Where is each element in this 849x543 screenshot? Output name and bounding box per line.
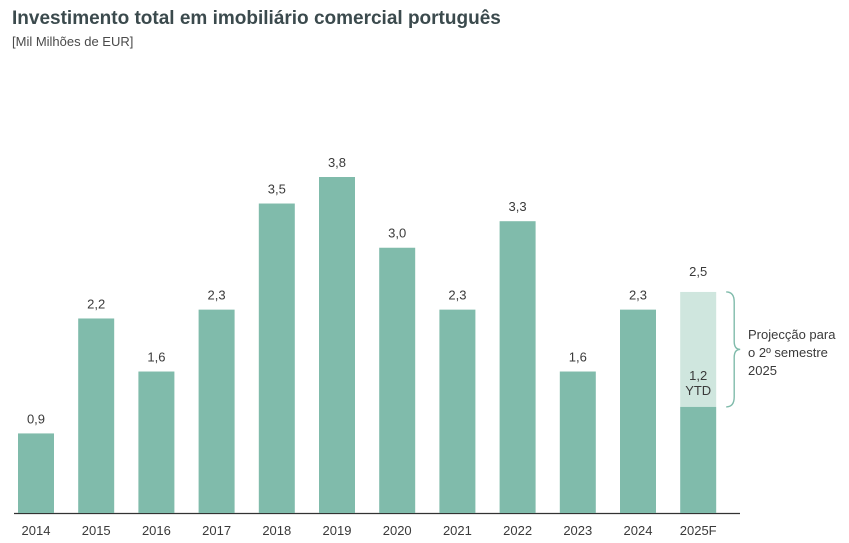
bar-2025F [680, 406, 717, 513]
x-tick-label-2019: 2019 [323, 523, 352, 538]
bar-2023 [559, 371, 596, 513]
x-tick-label-2015: 2015 [82, 523, 111, 538]
data-label-2017: 2,3 [208, 288, 226, 303]
x-tick-label-2024: 2024 [624, 523, 653, 538]
data-label-2018: 3,5 [268, 182, 286, 197]
x-tick-label-2023: 2023 [563, 523, 592, 538]
data-label-2019: 3,8 [328, 155, 346, 170]
data-label-ytd-2025F: YTD [685, 383, 711, 398]
data-label-2020: 3,0 [388, 226, 406, 241]
data-label-total-2025F: 2,5 [689, 264, 707, 279]
projection-annotation-line-2: o 2º semestre [748, 345, 828, 360]
x-tick-label-2020: 2020 [383, 523, 412, 538]
projection-annotation-line-3: 2025 [748, 363, 777, 378]
data-label-2015: 2,2 [87, 296, 105, 311]
data-label-2024: 2,3 [629, 288, 647, 303]
x-tick-label-2025F: 2025F [680, 523, 717, 538]
bar-2024 [620, 309, 656, 513]
data-label-2016: 1,6 [147, 350, 165, 365]
data-label-2021: 2,3 [448, 288, 466, 303]
bar-2016 [138, 371, 175, 513]
projection-brace [726, 291, 741, 408]
chart-subtitle: [Mil Milhões de EUR] [12, 34, 134, 49]
bar-2018 [258, 203, 295, 514]
x-tick-label-2016: 2016 [142, 523, 171, 538]
data-label-2014: 0,9 [27, 411, 45, 426]
bar-2022 [499, 221, 536, 514]
bar-2019 [319, 177, 355, 513]
data-label-2022: 3,3 [509, 199, 527, 214]
data-label-2023: 1,6 [569, 350, 587, 365]
projection-annotation-line-1: Projecção para [748, 327, 836, 342]
bar-2014 [18, 433, 54, 513]
x-tick-label-2014: 2014 [22, 523, 51, 538]
projection-bar-2025F [680, 291, 717, 407]
x-tick-label-2022: 2022 [503, 523, 532, 538]
x-tick-label-2021: 2021 [443, 523, 472, 538]
data-label-ytd-value-2025F: 1,2 [689, 368, 707, 383]
x-tick-label-2018: 2018 [262, 523, 291, 538]
bar-2020 [379, 247, 416, 513]
bar-2021 [439, 309, 476, 513]
x-tick-label-2017: 2017 [202, 523, 231, 538]
bar-2017 [198, 309, 235, 513]
chart-title: Investimento total em imobiliário comerc… [12, 8, 501, 29]
bar-2015 [78, 318, 115, 513]
